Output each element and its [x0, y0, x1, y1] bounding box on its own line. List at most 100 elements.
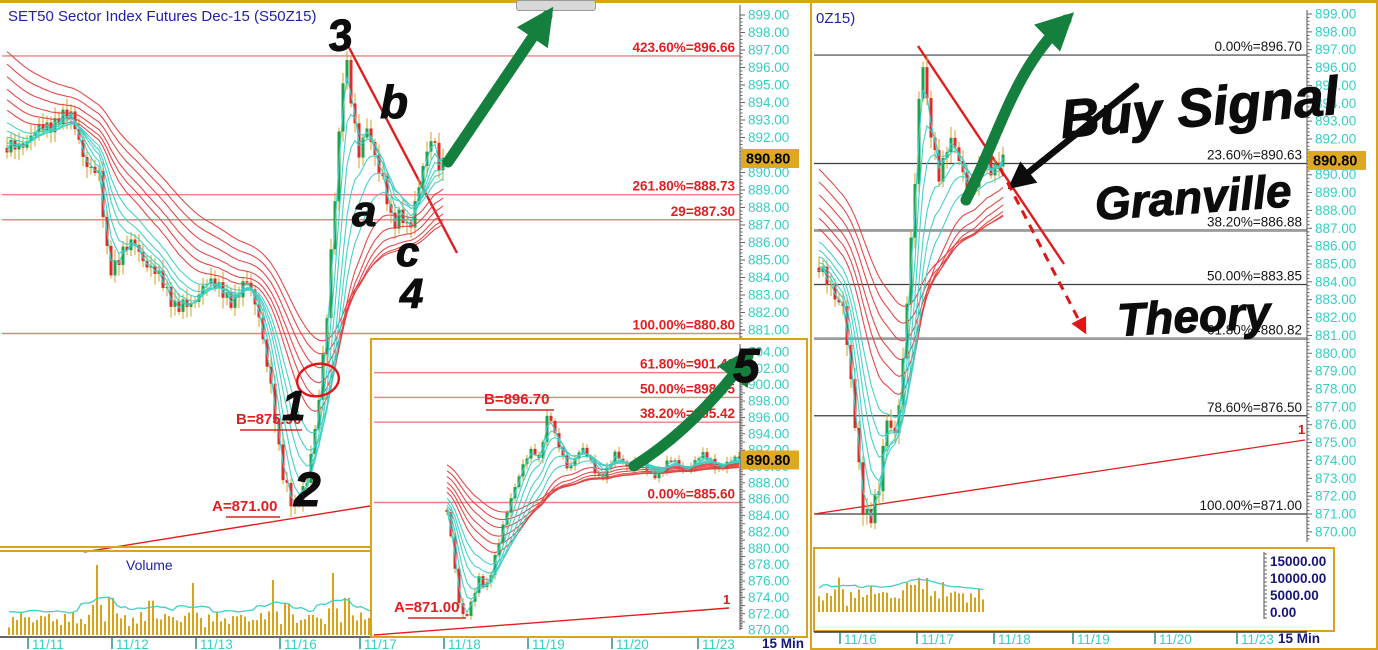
price-scale: 899.00 898.00 897.00 896.00 895.00 894.00 893.…	[1306, 7, 1366, 542]
interval-label: 15 Min	[762, 636, 805, 650]
volume-panel-title: Volume	[126, 557, 173, 573]
svg-text:894.00: 894.00	[1315, 96, 1356, 111]
middle-chart-canvas[interactable]: 61.80%=901.48 50.00%=898.45 38.20%=895.42 0…	[372, 340, 806, 636]
svg-text:890.80: 890.80	[746, 453, 790, 469]
svg-text:873.00: 873.00	[1315, 471, 1356, 486]
svg-text:883.00: 883.00	[1315, 292, 1356, 307]
window-top-border	[0, 0, 1378, 3]
svg-text:888.00: 888.00	[748, 200, 789, 215]
svg-text:11/17: 11/17	[364, 637, 397, 650]
svg-text:894.00: 894.00	[748, 95, 789, 110]
svg-text:882.00: 882.00	[748, 524, 789, 539]
svg-text:893.00: 893.00	[748, 113, 789, 128]
svg-text:61.80%=901.48: 61.80%=901.48	[640, 357, 735, 372]
svg-text:881.00: 881.00	[748, 323, 789, 338]
svg-text:23.60%=890.63: 23.60%=890.63	[1207, 147, 1302, 162]
swing-point-label: A=871.00	[394, 599, 459, 616]
svg-text:11/12: 11/12	[116, 637, 149, 650]
svg-text:894.00: 894.00	[748, 426, 789, 441]
window-tab[interactable]	[516, 0, 596, 11]
time-axis: 11/11 11/12 11/13 11/16 11/17 11/18 11/19 11/20…	[0, 636, 740, 650]
chart-title-partial: 0Z15)	[816, 10, 856, 27]
chart-window-secondary[interactable]: 0.00%=896.70 23.60%=890.63 38.20%=886.88 50…	[810, 0, 1378, 650]
svg-text:899.00: 899.00	[1315, 7, 1356, 22]
price-scale: 899.00 898.00 897.00 896.00 895.00 894.00 893.…	[739, 5, 799, 545]
trendline-number: 1	[1298, 422, 1305, 437]
trendline	[83, 505, 371, 553]
svg-text:423.60%=896.66: 423.60%=896.66	[633, 40, 736, 55]
svg-text:872.00: 872.00	[1315, 489, 1356, 504]
svg-text:880.00: 880.00	[1315, 346, 1356, 361]
svg-text:898.00: 898.00	[748, 25, 789, 40]
svg-text:881.00: 881.00	[1315, 328, 1356, 343]
svg-text:878.00: 878.00	[1315, 381, 1356, 396]
interval-label: 15 Min	[1278, 631, 1321, 646]
svg-text:883.00: 883.00	[748, 288, 789, 303]
trendline	[373, 607, 730, 636]
trendline-number: 1	[723, 592, 730, 607]
last-price-tag	[741, 149, 799, 168]
last-price-tag	[1308, 150, 1366, 170]
svg-text:897.00: 897.00	[1315, 42, 1356, 57]
svg-text:11/20: 11/20	[616, 637, 649, 650]
svg-text:50.00%=883.85: 50.00%=883.85	[1207, 269, 1302, 284]
swing-point-label: A=871.00	[212, 498, 277, 515]
fib-levels: 61.80%=901.48 50.00%=898.45 38.20%=895.42 0…	[374, 357, 740, 504]
svg-text:892.00: 892.00	[1315, 131, 1356, 146]
chart-window-overlay[interactable]: 61.80%=901.48 50.00%=898.45 38.20%=895.42 0…	[370, 338, 808, 638]
chart-title: SET50 Sector Index Futures Dec-15 (S50Z1…	[8, 8, 317, 25]
svg-text:0.00%=885.60: 0.00%=885.60	[648, 487, 735, 502]
svg-text:893.00: 893.00	[1315, 114, 1356, 129]
svg-text:38.20%=895.42: 38.20%=895.42	[640, 406, 735, 421]
price-scale: 904.00902.00900.00898.00896.00894.00892.…	[739, 344, 799, 636]
svg-text:890.00: 890.00	[748, 165, 789, 180]
svg-text:885.00: 885.00	[748, 253, 789, 268]
svg-text:882.00: 882.00	[1315, 310, 1356, 325]
svg-text:11/19: 11/19	[1077, 632, 1110, 647]
svg-text:897.00: 897.00	[748, 43, 789, 58]
svg-text:898.00: 898.00	[1315, 24, 1356, 39]
svg-text:875.00: 875.00	[1315, 435, 1356, 450]
swing-point-label: B=875.90	[236, 411, 301, 428]
svg-text:890.00: 890.00	[1315, 167, 1356, 182]
svg-text:11/23: 11/23	[1241, 632, 1274, 647]
svg-text:896.00: 896.00	[748, 60, 789, 75]
svg-text:896.00: 896.00	[1315, 60, 1356, 75]
svg-text:895.00: 895.00	[748, 78, 789, 93]
svg-text:900.00: 900.00	[748, 377, 789, 392]
svg-text:902.00: 902.00	[748, 361, 789, 376]
svg-text:11/18: 11/18	[448, 637, 481, 650]
svg-text:878.00: 878.00	[748, 557, 789, 572]
svg-text:100.00%=871.00: 100.00%=871.00	[1200, 498, 1302, 513]
svg-text:10000.00: 10000.00	[1270, 571, 1326, 586]
trendline	[813, 439, 1306, 515]
svg-text:882.00: 882.00	[748, 305, 789, 320]
svg-text:11/16: 11/16	[284, 637, 317, 650]
last-price-tag	[741, 450, 799, 470]
svg-text:895.00: 895.00	[1315, 78, 1356, 93]
svg-text:899.00: 899.00	[748, 8, 789, 23]
svg-text:890.80: 890.80	[746, 152, 790, 168]
svg-text:100.00%=880.80: 100.00%=880.80	[633, 318, 735, 333]
svg-text:898.00: 898.00	[748, 394, 789, 409]
svg-text:15000.00: 15000.00	[1270, 554, 1326, 569]
svg-text:11/20: 11/20	[1159, 632, 1192, 647]
svg-text:78.60%=876.50: 78.60%=876.50	[1207, 400, 1302, 415]
svg-text:890.80: 890.80	[1313, 153, 1357, 169]
svg-text:874.00: 874.00	[1315, 453, 1356, 468]
svg-text:874.00: 874.00	[748, 590, 789, 605]
swing-point-label: B=896.70	[484, 391, 549, 408]
svg-text:871.00: 871.00	[1315, 506, 1356, 521]
right-chart-canvas[interactable]: 0.00%=896.70 23.60%=890.63 38.20%=886.88 50…	[812, 2, 1376, 648]
svg-text:11/17: 11/17	[921, 632, 954, 647]
svg-text:11/11: 11/11	[32, 637, 64, 650]
svg-text:884.00: 884.00	[748, 270, 789, 285]
svg-text:11/23: 11/23	[702, 637, 735, 650]
fib-levels: 423.60%=896.66 261.80%=888.73 29=887.30 100…	[2, 40, 740, 335]
svg-text:872.00: 872.00	[748, 606, 789, 621]
svg-text:885.00: 885.00	[1315, 256, 1356, 271]
volume-subpanel: 15000.00 10000.00 5000.00 0.00	[813, 547, 1335, 632]
svg-text:889.00: 889.00	[1315, 185, 1356, 200]
svg-text:887.00: 887.00	[748, 218, 789, 233]
